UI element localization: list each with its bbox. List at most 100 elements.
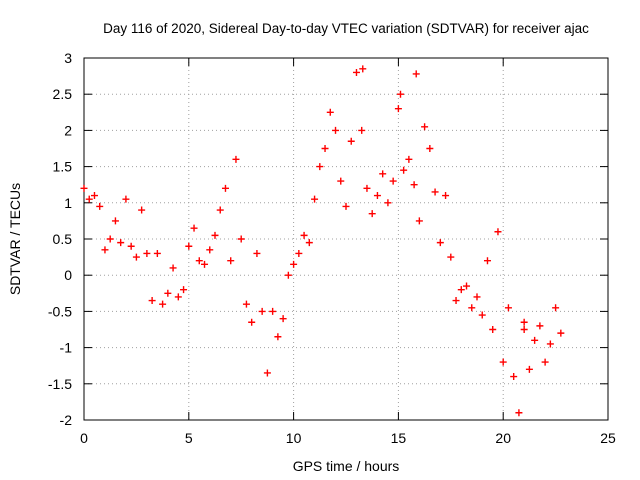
data-point xyxy=(153,249,161,257)
y-tick-label: 1.5 xyxy=(53,159,73,175)
y-tick-label: 2 xyxy=(64,122,72,138)
data-point xyxy=(489,326,497,333)
data-point xyxy=(195,257,203,265)
data-point xyxy=(384,199,392,207)
data-point xyxy=(206,246,214,254)
data-point xyxy=(117,239,125,247)
data-point xyxy=(531,336,539,344)
data-point xyxy=(478,311,486,319)
data-point xyxy=(122,195,130,203)
data-point xyxy=(148,297,156,305)
data-point xyxy=(316,163,324,171)
data-point xyxy=(400,166,408,174)
y-tick-label: -2 xyxy=(60,412,73,428)
data-point xyxy=(237,235,245,243)
data-point xyxy=(447,253,455,261)
data-point xyxy=(90,192,98,200)
data-point xyxy=(499,358,507,366)
data-point xyxy=(263,369,271,377)
data-point xyxy=(483,257,491,265)
data-point xyxy=(536,322,544,330)
data-point xyxy=(515,409,523,417)
data-point xyxy=(379,170,387,178)
x-axis-tick-labels: 0 5 10 15 20 25 xyxy=(80,430,616,446)
data-point xyxy=(352,68,360,76)
y-axis-tick-labels: -2 -1.5 -1 -0.5 0 0.5 1 1.5 2 2.5 3 xyxy=(48,50,72,428)
data-point xyxy=(274,333,282,341)
data-point xyxy=(174,293,182,301)
data-point xyxy=(541,358,549,366)
data-point xyxy=(504,304,512,312)
x-tick-label: 20 xyxy=(495,430,511,446)
data-point xyxy=(311,195,319,203)
data-point xyxy=(96,202,104,210)
data-point xyxy=(520,326,528,333)
data-point xyxy=(431,188,439,196)
data-point xyxy=(305,239,313,247)
y-tick-label: -1 xyxy=(60,340,73,356)
data-point xyxy=(169,264,177,272)
chart-title: Day 116 of 2020, Sidereal Day-to-day VTE… xyxy=(103,21,589,36)
data-point xyxy=(410,181,418,189)
data-point xyxy=(253,249,261,257)
y-tick-label: 0 xyxy=(64,267,72,283)
data-point xyxy=(106,235,114,243)
y-tick-label: 1 xyxy=(64,195,72,211)
data-point xyxy=(396,90,404,98)
data-point xyxy=(80,184,88,192)
data-point xyxy=(180,286,188,294)
y-tick-label: -1.5 xyxy=(48,376,72,392)
data-point xyxy=(143,249,151,257)
data-point xyxy=(342,202,350,210)
y-tick-label: 2.5 xyxy=(53,86,73,102)
data-point xyxy=(127,242,135,250)
data-point xyxy=(557,329,565,337)
data-point xyxy=(201,260,209,268)
data-point xyxy=(284,271,292,279)
data-point xyxy=(138,206,146,214)
data-point xyxy=(412,70,420,78)
x-tick-label: 5 xyxy=(185,430,193,446)
data-point xyxy=(436,239,444,247)
x-tick-label: 10 xyxy=(286,430,302,446)
data-point xyxy=(463,282,471,290)
data-point xyxy=(258,307,266,315)
data-point xyxy=(290,260,298,268)
data-point xyxy=(159,300,167,308)
data-point xyxy=(85,195,93,203)
data-point xyxy=(211,231,219,239)
data-point xyxy=(190,224,198,232)
y-axis-label: SDTVAR / TECUs xyxy=(7,183,23,295)
x-tick-label: 15 xyxy=(391,430,407,446)
data-point xyxy=(232,155,240,163)
y-tick-label: -0.5 xyxy=(48,303,72,319)
data-point xyxy=(426,145,434,152)
data-point xyxy=(405,155,413,163)
data-point xyxy=(269,307,277,315)
data-point xyxy=(457,286,465,294)
data-point xyxy=(520,318,528,326)
data-point xyxy=(358,126,366,134)
data-point xyxy=(132,253,140,261)
data-point xyxy=(389,177,397,185)
y-tick-label: 3 xyxy=(64,50,72,66)
x-tick-label: 0 xyxy=(80,430,88,446)
data-point xyxy=(295,249,303,257)
data-point xyxy=(494,228,502,236)
data-point xyxy=(111,217,119,225)
data-point xyxy=(332,126,340,134)
data-point xyxy=(300,231,308,239)
axis-ticks xyxy=(83,57,609,421)
data-point xyxy=(326,108,334,116)
data-point xyxy=(442,192,450,200)
data-point xyxy=(248,318,256,326)
grid xyxy=(84,58,608,420)
data-point xyxy=(452,297,460,305)
data-point xyxy=(337,177,345,185)
data-point xyxy=(546,340,554,348)
data-point xyxy=(473,293,481,301)
data-point xyxy=(510,373,518,381)
data-point xyxy=(242,300,250,308)
data-point xyxy=(415,217,423,225)
